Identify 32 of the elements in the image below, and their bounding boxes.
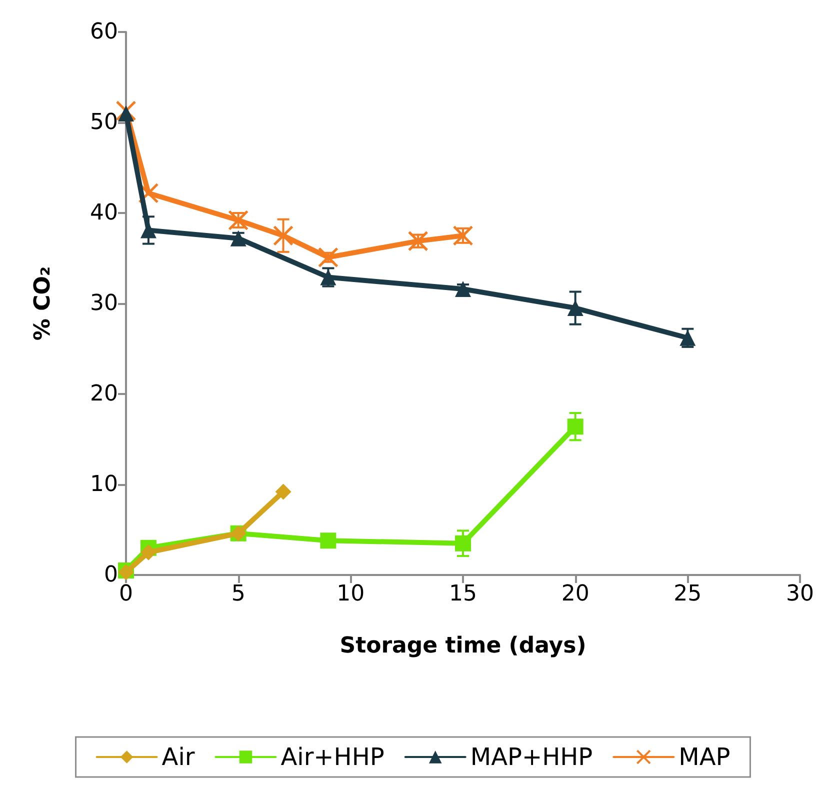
- y-tick-label: 30: [90, 291, 118, 316]
- point: [408, 230, 428, 252]
- legend-label: Air: [162, 743, 195, 771]
- x-tick-label: 30: [786, 582, 814, 606]
- point: [275, 484, 292, 500]
- y-tick-label: 10: [90, 472, 118, 497]
- y-tick-label: 40: [90, 200, 118, 226]
- x-tick-label: 5: [231, 582, 246, 606]
- point: [318, 247, 338, 268]
- point: [116, 100, 136, 121]
- y-tick-label: 60: [90, 20, 118, 44]
- y-axis-title: % CO₂: [30, 266, 56, 341]
- point: [320, 532, 336, 549]
- x-axis-title: Storage time (days): [340, 634, 586, 658]
- point: [118, 105, 134, 122]
- point: [273, 225, 294, 246]
- y-tick-label: 20: [90, 382, 118, 406]
- y-tick-label: 0: [104, 562, 118, 588]
- point: [567, 300, 584, 316]
- point: [452, 225, 474, 246]
- x-tick-label: 25: [674, 582, 702, 606]
- point: [567, 418, 584, 435]
- x-tick-label: 15: [449, 582, 477, 606]
- legend-label: Air+HHP: [280, 743, 384, 771]
- x-tick-label: 20: [561, 582, 590, 606]
- point: [140, 544, 156, 560]
- point: [228, 210, 249, 230]
- point: [455, 535, 471, 552]
- legend-label: MAP: [678, 743, 730, 771]
- x-tick-label: 10: [336, 582, 365, 606]
- legend-label: MAP+HHP: [470, 743, 593, 771]
- y-tick-label: 50: [90, 110, 118, 135]
